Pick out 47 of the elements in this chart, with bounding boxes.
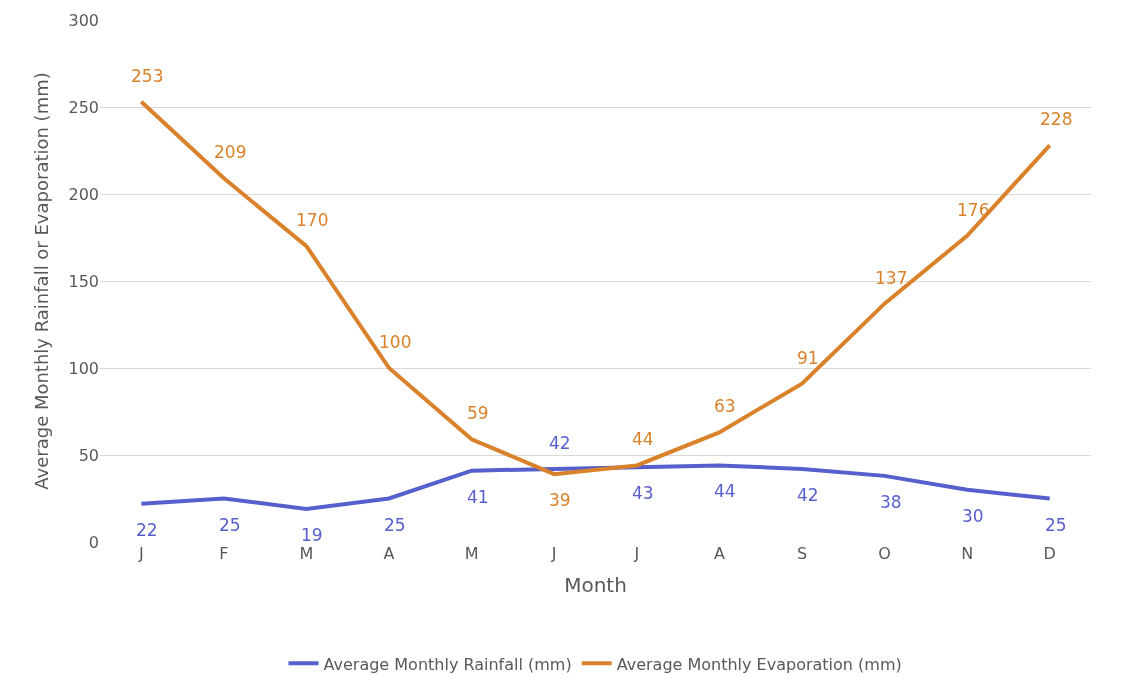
legend-label: Average Monthly Evaporation (mm) <box>616 654 902 674</box>
data-label: 39 <box>549 490 571 510</box>
data-label: 22 <box>136 520 158 540</box>
y-tick-label: 0 <box>88 532 99 552</box>
data-label: 42 <box>549 433 571 453</box>
data-label: 63 <box>714 396 736 416</box>
data-label: 59 <box>467 403 489 423</box>
x-tick-label: J <box>550 544 557 563</box>
data-label: 38 <box>880 492 902 512</box>
legend-label: Average Monthly Rainfall (mm) <box>323 654 572 674</box>
y-tick-label: 150 <box>68 271 99 291</box>
x-axis-title: Month <box>564 572 627 597</box>
data-label: 209 <box>214 142 247 162</box>
data-label: 19 <box>301 525 323 545</box>
x-tick-label: F <box>219 544 229 563</box>
x-tick-label: M <box>464 544 479 563</box>
data-label: 42 <box>797 485 819 505</box>
x-tick-label: D <box>1043 544 1056 563</box>
data-label: 43 <box>632 483 654 503</box>
x-tick-label: M <box>299 544 314 563</box>
data-label: 170 <box>296 210 329 230</box>
y-tick-label: 300 <box>68 10 99 30</box>
x-tick-label: S <box>796 544 808 563</box>
data-label: 41 <box>467 487 489 507</box>
x-tick-label: A <box>713 544 725 563</box>
y-tick-label: 50 <box>78 445 99 465</box>
data-label: 30 <box>962 506 984 526</box>
data-label: 25 <box>219 515 241 535</box>
y-axis-title: Average Monthly Rainfall or Evaporation (mm) <box>30 72 52 490</box>
data-label: 44 <box>632 429 654 449</box>
data-label: 137 <box>875 268 908 288</box>
data-label: 91 <box>797 348 819 368</box>
line-series <box>139 463 1052 511</box>
data-label: 253 <box>131 66 164 86</box>
x-tick-label: J <box>633 544 640 563</box>
x-tick-label: A <box>383 544 395 563</box>
data-label: 228 <box>1040 109 1073 129</box>
y-tick-label: 100 <box>68 358 99 378</box>
y-tick-label: 250 <box>68 97 99 117</box>
data-label: 44 <box>714 481 736 501</box>
y-tick-label: 200 <box>68 184 99 204</box>
x-tick-label: O <box>878 544 891 563</box>
x-tick-label: J <box>137 544 144 563</box>
data-label: 100 <box>379 332 412 352</box>
data-label: 25 <box>1045 515 1067 535</box>
data-label: 25 <box>384 515 406 535</box>
x-tick-label: N <box>961 544 974 563</box>
